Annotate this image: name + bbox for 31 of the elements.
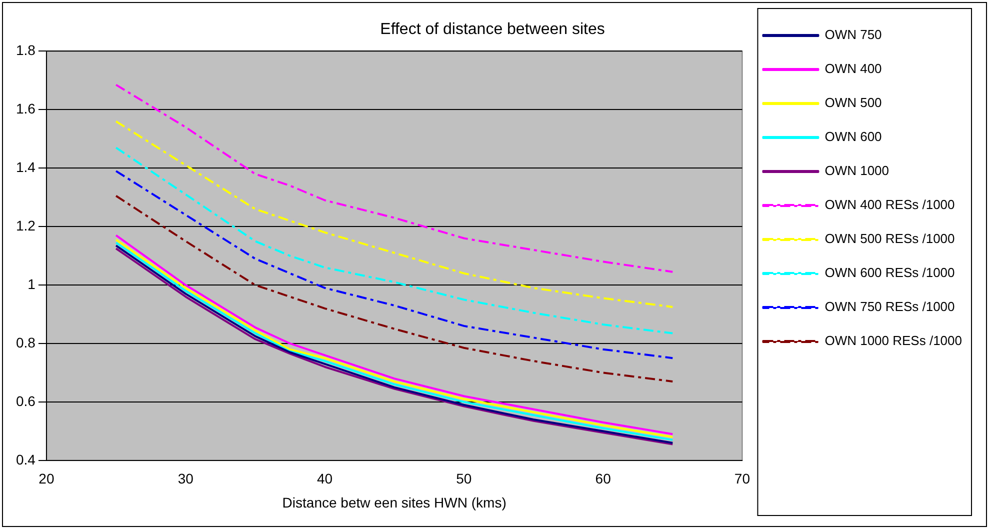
line-series — [115, 84, 674, 273]
legend-label: OWN 750 — [824, 27, 882, 42]
x-tick-label: 50 — [456, 470, 472, 487]
legend-label: OWN 500 RESs /1000 — [824, 231, 955, 246]
y-tick-label: 1.8 — [16, 42, 36, 58]
chart-title: Effect of distance between sites — [380, 21, 605, 38]
legend-label: OWN 1000 — [824, 163, 890, 178]
y-tick-label: 1.2 — [16, 217, 36, 234]
x-tick-label: 60 — [595, 470, 612, 487]
legend-label: OWN 750 RESs /1000 — [824, 299, 955, 314]
legend-label: OWN 500 — [824, 95, 882, 110]
legend-label: OWN 1000 RESs /1000 — [824, 333, 962, 348]
line-series — [115, 170, 674, 360]
y-tick-label: 0.8 — [16, 334, 36, 350]
legend-label: OWN 600 RESs /1000 — [824, 265, 955, 280]
legend-label: OWN 400 — [824, 61, 882, 76]
legend-label: OWN 600 — [824, 129, 882, 144]
y-tick-label: 1.6 — [16, 100, 36, 117]
x-axis-title: Distance betw een sites HWN (kms) — [282, 494, 506, 510]
legend-label: OWN 400 RESs /1000 — [824, 197, 955, 212]
x-tick-label: 30 — [178, 470, 194, 487]
x-tick-label: 40 — [316, 470, 333, 487]
x-tick-label: 20 — [38, 470, 54, 487]
line-series — [115, 146, 674, 334]
y-tick-label: 0.4 — [16, 451, 36, 468]
line-series — [115, 120, 674, 308]
x-tick-label: 70 — [734, 470, 750, 487]
y-tick-label: 1.4 — [16, 158, 36, 175]
line-series — [115, 194, 674, 382]
y-tick-label: 0.6 — [16, 392, 36, 409]
y-tick-label: 1 — [28, 276, 36, 292]
